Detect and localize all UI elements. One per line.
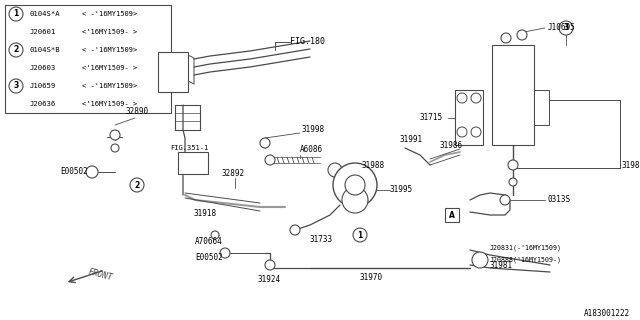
Text: J20603: J20603: [30, 65, 56, 71]
Text: E00502: E00502: [60, 167, 88, 177]
Text: <'16MY1509- >: <'16MY1509- >: [82, 65, 137, 71]
Text: 31733: 31733: [310, 236, 333, 244]
Text: <'16MY1509- >: <'16MY1509- >: [82, 101, 137, 107]
Circle shape: [471, 127, 481, 137]
Text: J20888('16MY1509-): J20888('16MY1509-): [490, 257, 562, 263]
Circle shape: [471, 93, 481, 103]
Circle shape: [517, 30, 527, 40]
Text: J10695: J10695: [548, 23, 576, 33]
Text: 32892: 32892: [222, 169, 245, 178]
Circle shape: [559, 21, 573, 35]
Circle shape: [328, 163, 342, 177]
Bar: [455, 90, 483, 145]
Text: J10659: J10659: [30, 83, 56, 89]
Text: 2: 2: [13, 45, 19, 54]
Circle shape: [211, 231, 219, 239]
Circle shape: [9, 43, 23, 57]
Text: 31991: 31991: [400, 135, 423, 145]
Circle shape: [457, 93, 467, 103]
Text: 1: 1: [357, 230, 363, 239]
Circle shape: [333, 163, 377, 207]
Text: 3: 3: [563, 23, 568, 33]
Text: J20831(-'16MY1509): J20831(-'16MY1509): [490, 245, 562, 251]
Text: A183001222: A183001222: [584, 308, 630, 317]
Text: < -'16MY1509>: < -'16MY1509>: [82, 47, 137, 53]
Text: 31970: 31970: [360, 274, 383, 283]
Text: 31981: 31981: [490, 260, 513, 269]
Bar: [5, 5, 171, 113]
Text: 3: 3: [13, 82, 19, 91]
Text: 31995: 31995: [390, 186, 413, 195]
Bar: [158, 52, 188, 92]
Text: 32890: 32890: [125, 108, 148, 116]
Text: A70664: A70664: [195, 236, 223, 245]
Text: FRONT: FRONT: [87, 268, 113, 283]
Text: 2: 2: [134, 180, 140, 189]
Text: <'16MY1509- >: <'16MY1509- >: [82, 29, 137, 35]
Circle shape: [509, 178, 517, 186]
Text: FIG.180: FIG.180: [290, 37, 325, 46]
Text: J20636: J20636: [30, 101, 56, 107]
Bar: [445, 208, 459, 222]
Text: 31715: 31715: [420, 114, 443, 123]
Text: 31924: 31924: [258, 276, 281, 284]
Circle shape: [500, 195, 510, 205]
Text: E00502: E00502: [195, 253, 223, 262]
Circle shape: [86, 166, 98, 178]
Text: A6086: A6086: [300, 146, 323, 155]
Circle shape: [457, 127, 467, 137]
Circle shape: [9, 79, 23, 93]
Circle shape: [265, 260, 275, 270]
Text: FIG.351-1: FIG.351-1: [170, 145, 208, 151]
Circle shape: [9, 7, 23, 21]
Circle shape: [345, 175, 365, 195]
Circle shape: [130, 178, 144, 192]
Circle shape: [260, 138, 270, 148]
Text: 1: 1: [13, 10, 19, 19]
Text: < -'16MY1509>: < -'16MY1509>: [82, 11, 137, 17]
Text: < -'16MY1509>: < -'16MY1509>: [82, 83, 137, 89]
Circle shape: [111, 144, 119, 152]
Text: 31998: 31998: [301, 125, 324, 134]
Circle shape: [342, 187, 368, 213]
Text: 31980: 31980: [622, 161, 640, 170]
Circle shape: [508, 160, 518, 170]
Circle shape: [265, 155, 275, 165]
Circle shape: [501, 33, 511, 43]
Bar: [178, 152, 208, 174]
Circle shape: [290, 225, 300, 235]
Bar: [492, 45, 534, 145]
Circle shape: [220, 248, 230, 258]
Text: 0104S*A: 0104S*A: [30, 11, 61, 17]
Text: 31986: 31986: [440, 140, 463, 149]
Text: 0313S: 0313S: [548, 196, 571, 204]
Text: A: A: [449, 211, 455, 220]
Circle shape: [353, 228, 367, 242]
Text: 0104S*B: 0104S*B: [30, 47, 61, 53]
Circle shape: [110, 130, 120, 140]
Text: J20601: J20601: [30, 29, 56, 35]
Bar: [534, 90, 549, 125]
Text: 31988: 31988: [362, 161, 385, 170]
Circle shape: [472, 252, 488, 268]
Text: 31918: 31918: [193, 210, 216, 219]
